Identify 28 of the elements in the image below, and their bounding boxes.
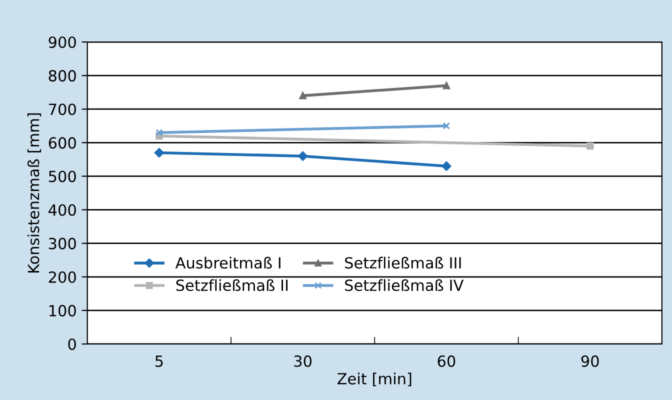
y-tick-label: 600 (48, 137, 76, 149)
y-tick-label: 900 (48, 36, 76, 48)
x-tick-label: 30 (294, 355, 312, 367)
x-tick-label: 5 (156, 356, 163, 367)
point (442, 82, 450, 90)
y-tick-label: 800 (48, 70, 76, 82)
point (156, 128, 163, 136)
point (298, 151, 308, 161)
point (586, 142, 594, 150)
point (299, 92, 306, 100)
y-tick-label: 0 (68, 338, 76, 350)
legend-label: Setzfließmaß III (345, 256, 461, 269)
x-axis-title: Zeit [min] (337, 372, 412, 386)
y-tick-label: 400 (48, 204, 76, 216)
y-tick-label: 500 (48, 170, 76, 182)
y-tick-label: 200 (48, 271, 76, 283)
point (154, 148, 164, 158)
y-tick-label: 100 (49, 304, 76, 316)
x-tick-label: 90 (581, 355, 599, 367)
legend-label: Setzfließmaß II (176, 279, 288, 292)
y-tick-label: 700 (49, 104, 76, 116)
point (442, 122, 450, 130)
y-axis-title: Konsistenzmaß [mm] (27, 113, 42, 272)
x-tick-label: 60 (438, 355, 456, 367)
point (442, 161, 452, 171)
y-tick-label: 300 (48, 238, 76, 250)
legend-label: Setzfließmaß IV (345, 279, 464, 292)
legend-label: Ausbreitmaß I (175, 256, 280, 269)
